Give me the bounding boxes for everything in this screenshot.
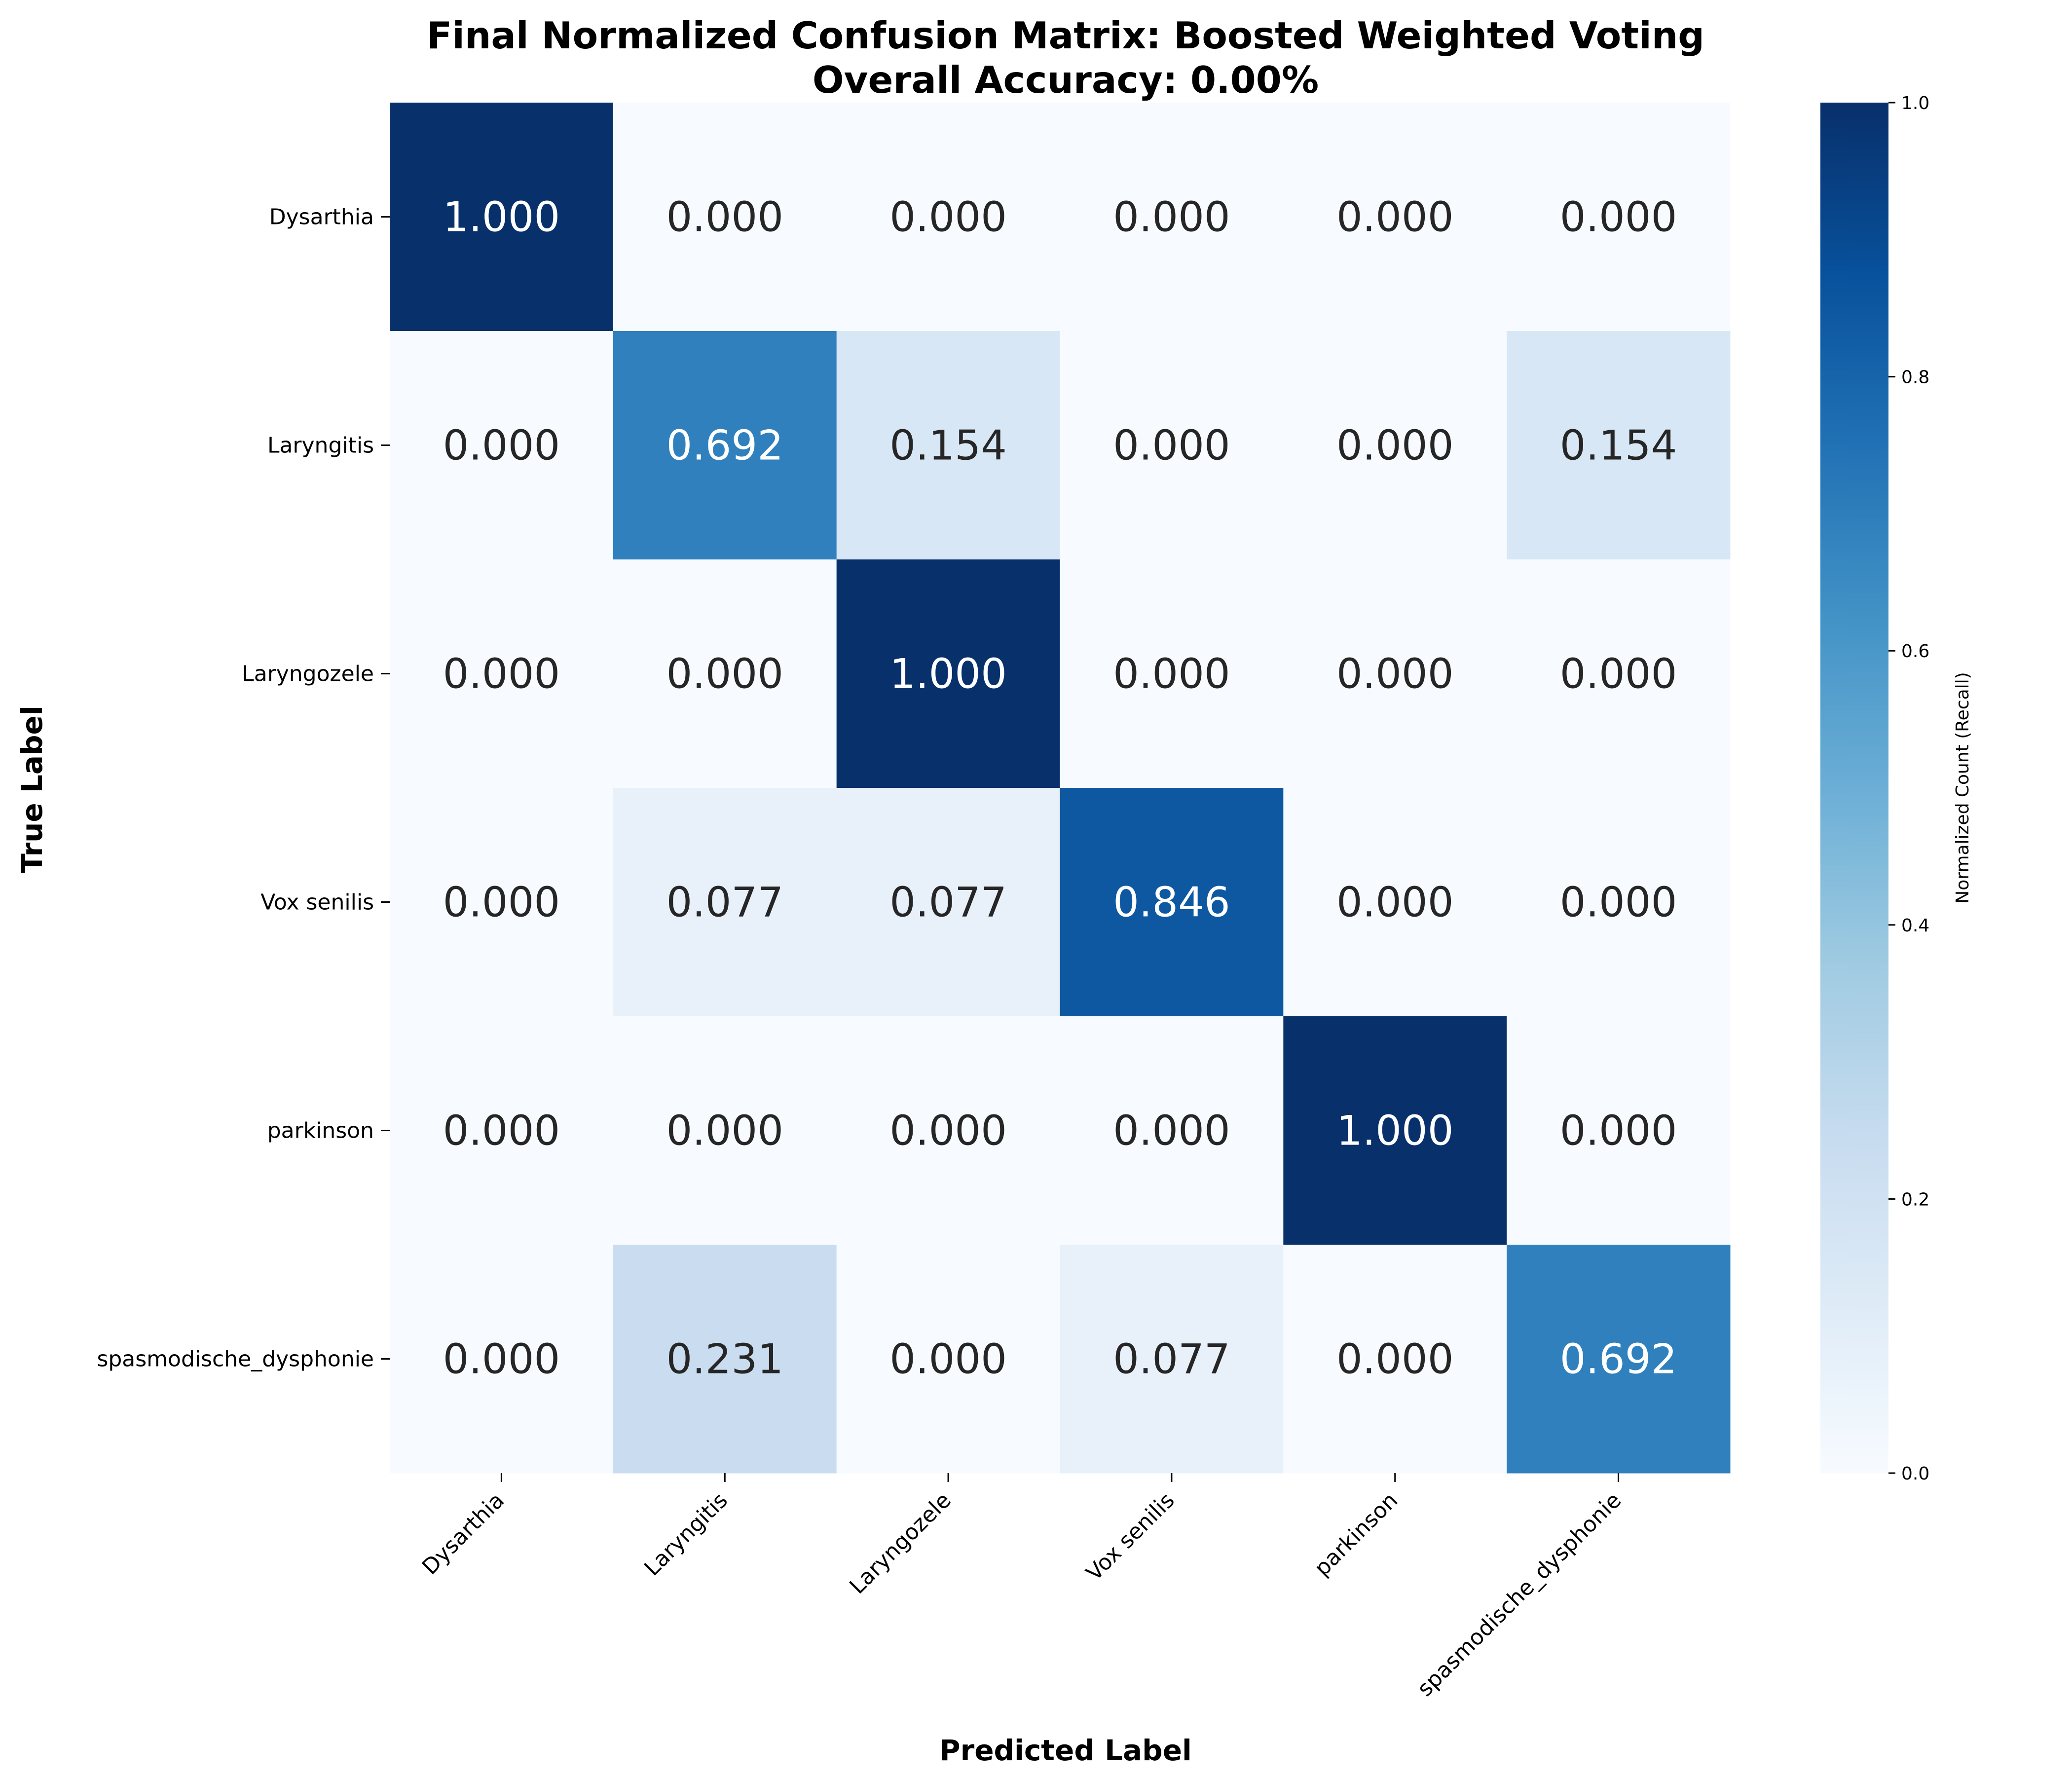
heatmap-cell: [836, 103, 1060, 332]
y-tick-label: Dysarthia: [269, 205, 374, 230]
heatmap-cell: [390, 331, 614, 560]
y-axis-ticks: Dysarthia Laryngitis Laryngozele Vox senili…: [97, 205, 390, 1372]
heatmap-cell: [836, 1245, 1060, 1474]
cell-value-label: 0.000: [1560, 879, 1677, 926]
heatmap-cell: [613, 559, 837, 788]
heatmap-cell: [613, 103, 837, 332]
heatmap-cell: [836, 1016, 1060, 1245]
cell-value-label: 0.000: [1113, 650, 1230, 698]
cell-value-label: 0.000: [1336, 422, 1454, 470]
cell-value-label: 0.692: [1560, 1335, 1677, 1383]
colorbar-label: Normalized Count (Recall): [1953, 672, 1973, 903]
cell-value-label: 0.692: [666, 422, 783, 470]
cell-value-label: 0.077: [889, 879, 1007, 926]
colorbar: [1820, 103, 1888, 1473]
cell-value-label: 0.000: [1336, 650, 1454, 698]
heatmap-cell: [1283, 331, 1507, 560]
cell-value-label: 0.000: [666, 650, 783, 698]
heatmap-cell: [836, 559, 1060, 788]
cell-value-label: 0.000: [443, 1107, 560, 1155]
cell-value-label: 0.000: [1336, 1335, 1454, 1383]
y-tick-label: Laryngitis: [267, 433, 374, 458]
heatmap-cell: [613, 1245, 837, 1474]
cell-value-label: 0.846: [1113, 879, 1230, 926]
heatmap-cell: [1060, 559, 1284, 788]
heatmap-cell: [1283, 1016, 1507, 1245]
cell-value-label: 0.000: [1560, 1107, 1677, 1155]
colorbar-ticks: 0.0 0.2 0.4 0.6 0.8 1.0: [1888, 93, 1929, 1484]
cell-value-label: 0.000: [443, 650, 560, 698]
heatmap-cell: [613, 331, 837, 560]
cell-value-label: 0.077: [666, 879, 783, 926]
colorbar-tick-label: 0.6: [1901, 641, 1929, 662]
heatmap-cell: [1283, 1245, 1507, 1474]
y-tick-label: Laryngozele: [242, 662, 374, 687]
colorbar-tick-label: 1.0: [1901, 93, 1929, 113]
cell-value-label: 0.000: [1113, 1107, 1230, 1155]
y-tick-label: Vox senilis: [260, 890, 374, 915]
y-tick-label: spasmodische_dysphonie: [97, 1347, 374, 1372]
cell-value-label: 0.000: [889, 193, 1007, 241]
heatmap-cell: [390, 103, 614, 332]
cell-value-label: 0.000: [889, 1107, 1007, 1155]
heatmap-cell: [1060, 1016, 1284, 1245]
cell-value-label: 0.154: [1560, 422, 1677, 470]
heatmap-cell: [836, 788, 1060, 1017]
colorbar-tick-label: 0.4: [1901, 916, 1929, 936]
heatmap-grid: 1.000 0.000 0.000 0.000 0.000 0.000 0.000 0.692…: [390, 103, 1731, 1474]
cell-value-label: 0.000: [443, 422, 560, 470]
colorbar-tick-label: 0.0: [1901, 1464, 1929, 1484]
chart-title: Final Normalized Confusion Matrix: Boost…: [427, 14, 1704, 57]
cell-value-label: 0.000: [666, 193, 783, 241]
heatmap-cell: [1507, 103, 1731, 332]
cell-value-label: 0.000: [1113, 193, 1230, 241]
heatmap-cell: [1283, 559, 1507, 788]
heatmap-cell: [613, 1016, 837, 1245]
heatmap-cell: [836, 331, 1060, 560]
cell-value-label: 0.231: [666, 1335, 783, 1383]
heatmap-cell: [1060, 331, 1284, 560]
cell-value-label: 0.000: [1560, 650, 1677, 698]
cell-value-label: 0.000: [666, 1107, 783, 1155]
heatmap-cell: [390, 788, 614, 1017]
cell-value-label: 0.000: [889, 1335, 1007, 1383]
heatmap-cell: [1283, 788, 1507, 1017]
cell-value-label: 1.000: [443, 193, 560, 241]
y-axis-label: True Label: [15, 705, 49, 873]
cell-value-label: 0.000: [1336, 193, 1454, 241]
heatmap-cell: [1507, 559, 1731, 788]
heatmap-cell: [390, 559, 614, 788]
cell-value-label: 1.000: [889, 650, 1007, 698]
cell-value-label: 0.000: [443, 1335, 560, 1383]
colorbar-tick-label: 0.8: [1901, 368, 1929, 388]
heatmap-cell: [390, 1016, 614, 1245]
heatmap-cell: [613, 788, 837, 1017]
heatmap-cell: [1060, 1245, 1284, 1474]
cell-value-label: 0.000: [443, 879, 560, 926]
heatmap-cell: [1060, 103, 1284, 332]
heatmap-cell: [390, 1245, 614, 1474]
cell-value-label: 0.000: [1336, 879, 1454, 926]
cell-value-label: 0.154: [889, 422, 1007, 470]
heatmap-cell: [1283, 103, 1507, 332]
heatmap-cell: [1060, 788, 1284, 1017]
cell-value-label: 0.000: [1560, 193, 1677, 241]
heatmap-cell: [1507, 1016, 1731, 1245]
x-axis-label: Predicted Label: [939, 1734, 1192, 1767]
cell-value-label: 0.000: [1113, 422, 1230, 470]
heatmap-cell: [1507, 331, 1731, 560]
heatmap-cell: [1507, 788, 1731, 1017]
colorbar-tick-label: 0.2: [1901, 1189, 1929, 1210]
heatmap-cell: [1507, 1245, 1731, 1474]
cell-value-label: 0.077: [1113, 1335, 1230, 1383]
chart-subtitle: Overall Accuracy: 0.00%: [813, 58, 1319, 102]
y-tick-label: parkinson: [267, 1118, 374, 1144]
cell-value-label: 1.000: [1336, 1107, 1454, 1155]
